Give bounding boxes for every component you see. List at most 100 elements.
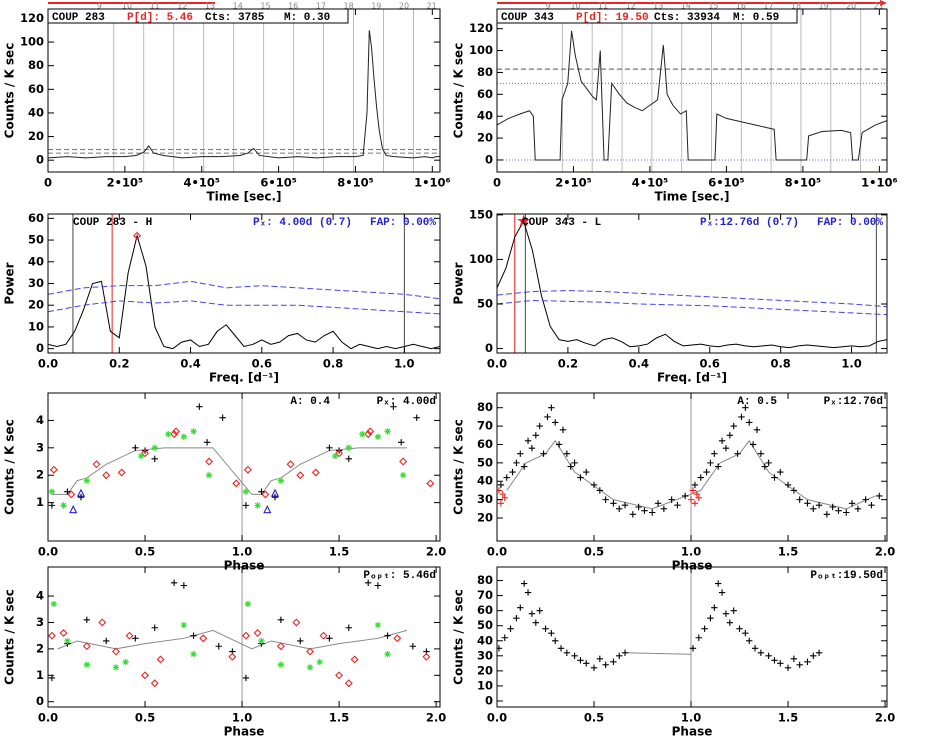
x-tick-label: 0.2 [109, 357, 129, 371]
data-point [393, 634, 402, 643]
data-point [524, 437, 532, 445]
plot-area [48, 9, 440, 172]
x-axis-label: Phase [672, 559, 713, 573]
plot-area [48, 393, 435, 541]
plot-area [497, 393, 883, 541]
data-point [306, 664, 314, 671]
data-point [384, 632, 391, 639]
data-point [296, 471, 305, 480]
data-point [501, 634, 508, 641]
data-point [616, 652, 623, 660]
data-point [674, 501, 681, 509]
y-tick-label: 60 [477, 87, 493, 101]
data-point [253, 629, 262, 638]
data-point [868, 501, 875, 509]
x-tick-label: 0.8 [770, 357, 790, 371]
annotation: M: 0.59 [733, 12, 779, 24]
y-tick-label: 10 [477, 678, 493, 692]
y-tick-label: 4 [36, 589, 44, 603]
data-point [98, 618, 107, 627]
plot-area [497, 9, 887, 172]
data-point [205, 457, 214, 466]
top-tick-label: 11 [598, 2, 608, 11]
top-tick-label: 10 [570, 2, 580, 11]
x-tick-label: 0.5 [584, 711, 604, 725]
plot-frame [496, 213, 888, 354]
data-point [82, 642, 91, 651]
y-tick-label: 60 [477, 437, 493, 451]
data-point [111, 647, 120, 656]
data-point [350, 655, 359, 664]
y-tick-label: 0 [36, 341, 44, 355]
data-point [520, 580, 528, 587]
data-point [532, 619, 540, 626]
x-tick-label: 2.0 [426, 711, 446, 725]
x-tick-label: 1.5 [329, 711, 349, 725]
plot-frame [47, 392, 441, 542]
annotation: P[d]: 19.50 [576, 12, 649, 24]
y-tick-label: 100 [469, 43, 493, 57]
data-point [64, 637, 71, 645]
top-tick-label: 14 [681, 2, 691, 11]
data-point [276, 642, 285, 651]
x-tick-label: 1.0 [232, 545, 252, 559]
data-point [263, 505, 272, 514]
data-point [374, 621, 382, 629]
data-point [48, 502, 56, 509]
significance-line [497, 299, 887, 316]
data-point [326, 635, 333, 642]
data-point [784, 664, 792, 672]
data-point [517, 604, 524, 611]
data-point [384, 428, 391, 435]
data-point [583, 660, 590, 667]
x-tick-label: 6•10⁵ [708, 176, 744, 190]
annotation: A: 0.4 [290, 396, 330, 408]
data-point [689, 645, 697, 652]
data-point [390, 403, 397, 410]
data-point [742, 404, 749, 411]
annotation: A: 0.5 [737, 396, 777, 408]
y-tick-label: 30 [28, 276, 44, 290]
data-point [707, 614, 714, 622]
data-point [691, 500, 699, 507]
y-tick-label: 50 [477, 618, 493, 632]
annotation: Cts: 3785 [205, 12, 265, 24]
data-point [621, 501, 629, 509]
data-point [635, 503, 642, 511]
data-point [258, 488, 265, 495]
top-tick-label: 16 [288, 2, 298, 11]
data-point [596, 655, 604, 663]
header-box [47, 8, 349, 24]
data-point [722, 610, 730, 617]
data-point [242, 502, 250, 509]
data-point [503, 474, 510, 481]
y-tick-label: 20 [477, 131, 493, 145]
data-point [277, 661, 285, 668]
data-line [51, 447, 408, 495]
y-tick-label: 30 [477, 648, 493, 662]
data-point [682, 492, 689, 500]
data-point [730, 422, 737, 430]
x-tick-label: 0.4 [180, 357, 200, 371]
data-point [876, 492, 883, 500]
data-point [241, 631, 250, 640]
data-point [83, 661, 91, 668]
annotation: Pₓ:12.76d [824, 396, 883, 408]
data-point [297, 637, 304, 645]
data-point [215, 643, 222, 650]
data-point [151, 624, 158, 631]
y-axis-label: Counts / K sec [3, 419, 17, 515]
data-point [384, 650, 391, 658]
data-point [552, 637, 559, 644]
x-tick-label: 0.0 [487, 357, 507, 371]
y-axis-label: Counts / K sec [452, 419, 466, 515]
data-point [649, 509, 656, 516]
top-tick-label: 10 [122, 2, 132, 11]
plot-area [48, 214, 440, 353]
data-point [559, 426, 567, 433]
x-tick-label: 1•10⁶ [861, 176, 897, 190]
data-point [306, 647, 314, 656]
top-tick-label: 14 [233, 2, 243, 11]
x-tick-label: 1.0 [681, 545, 701, 559]
